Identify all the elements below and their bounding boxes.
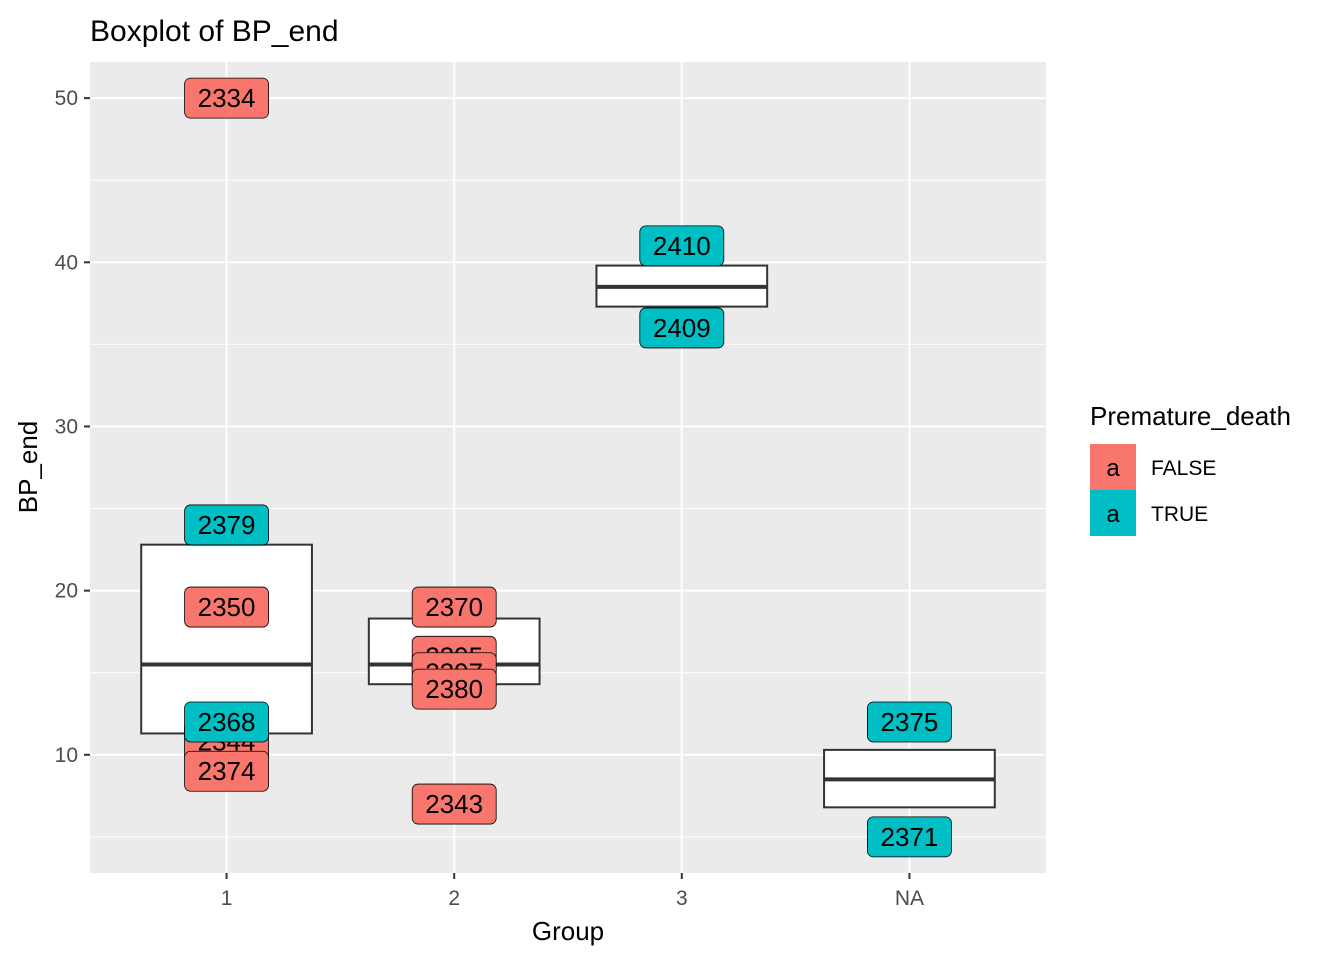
point-label: 2368	[184, 701, 269, 743]
y-axis: 10 20 30 40 50	[55, 87, 90, 767]
point-label: 2410	[639, 225, 725, 267]
point-labels: 2334237923502344236823742370239523972380…	[184, 77, 952, 858]
point-label-box	[639, 307, 725, 349]
point-label-text: 2380	[425, 674, 483, 704]
x-tick-label: 1	[221, 887, 233, 910]
point-label-text: 2370	[425, 592, 483, 622]
point-label-text: 2374	[198, 756, 256, 786]
point-label-box	[184, 504, 269, 546]
point-label: 2334	[184, 77, 269, 119]
point-label-text: 2410	[653, 231, 711, 261]
legend-entry: a TRUE	[1090, 490, 1208, 536]
point-label: 2370	[411, 586, 497, 628]
x-axis-title: Group	[532, 916, 604, 946]
legend-entries: a FALSE a TRUE	[1090, 444, 1216, 536]
point-label-box	[639, 225, 725, 267]
point-label-text: 2343	[425, 789, 483, 819]
point-label-box	[411, 783, 497, 825]
legend-key	[1090, 490, 1136, 536]
point-label-box	[867, 816, 952, 858]
point-label-text: 2375	[881, 707, 939, 737]
y-axis-title: BP_end	[13, 421, 43, 514]
point-label-box	[184, 77, 269, 119]
point-label: 2375	[867, 701, 952, 743]
point-label: 2379	[184, 504, 269, 546]
y-tick-label: 50	[55, 87, 78, 110]
point-label-box	[184, 750, 269, 792]
point-label-text: 2368	[198, 707, 256, 737]
point-label: 2374	[184, 750, 269, 792]
y-tick-label: 20	[55, 580, 78, 603]
point-label-box	[184, 586, 269, 628]
legend-key-glyph: a	[1106, 501, 1120, 528]
point-label-box	[411, 668, 497, 710]
x-axis: 1 2 3 NA	[221, 873, 924, 910]
point-label-text: 2371	[881, 822, 939, 852]
chart-title: Boxplot of BP_end	[90, 15, 339, 48]
legend-key-glyph: a	[1106, 455, 1120, 482]
x-tick-label: NA	[895, 887, 924, 910]
boxes	[140, 264, 996, 809]
legend-label: FALSE	[1151, 457, 1216, 480]
x-tick-label: 3	[676, 887, 688, 910]
legend-title: Premature_death	[1090, 401, 1291, 431]
x-tick-label: 2	[448, 887, 460, 910]
point-label-text: 2350	[198, 592, 256, 622]
y-tick-label: 10	[55, 744, 78, 767]
point-label: 2371	[867, 816, 952, 858]
legend-key	[1090, 444, 1136, 490]
y-tick-label: 40	[55, 251, 78, 274]
point-label: 2380	[411, 668, 497, 710]
point-label-box	[411, 586, 497, 628]
y-tick-label: 30	[55, 415, 78, 438]
point-label: 2350	[184, 586, 269, 628]
point-label-box	[867, 701, 952, 743]
point-label-box	[184, 701, 269, 743]
legend: Premature_death a FALSE a TRUE	[1090, 401, 1291, 536]
legend-entry: a FALSE	[1090, 444, 1216, 490]
legend-label: TRUE	[1151, 503, 1208, 526]
point-label-text: 2409	[653, 313, 711, 343]
point-label: 2409	[639, 307, 725, 349]
point-label: 2343	[411, 783, 497, 825]
point-label-text: 2379	[198, 510, 256, 540]
point-label-text: 2334	[198, 83, 256, 113]
